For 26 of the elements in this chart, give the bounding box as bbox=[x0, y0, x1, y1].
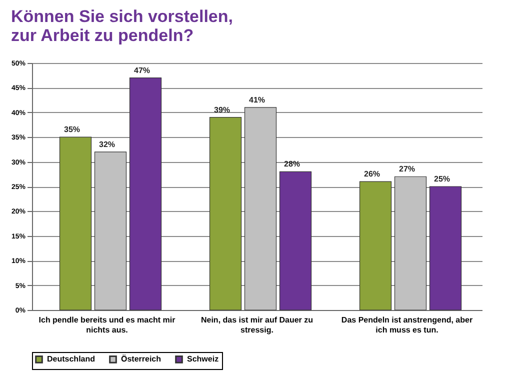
text: 28% bbox=[284, 160, 300, 169]
legend-label: Schweiz bbox=[187, 354, 219, 364]
bar bbox=[279, 171, 312, 310]
text: 25% bbox=[434, 174, 450, 184]
x-tick-label: Nein, das ist mir auf Dauer zu stressig. bbox=[200, 316, 314, 334]
bar bbox=[129, 78, 162, 310]
text: 35% bbox=[64, 125, 80, 134]
text: Können Sie sich vorstellen, bbox=[10, 7, 234, 26]
bar bbox=[94, 152, 127, 310]
bar bbox=[359, 181, 392, 310]
text: 27% bbox=[398, 164, 416, 174]
bar bbox=[209, 117, 242, 310]
text: 47% bbox=[134, 66, 150, 75]
text: 26% bbox=[364, 170, 380, 179]
text: 41% bbox=[248, 95, 266, 104]
text: zur Arbeit zu pendeln? bbox=[10, 26, 194, 45]
x-tick-label: Ich pendle bereits und es macht mir nichts aus. bbox=[38, 316, 176, 334]
bar bbox=[429, 186, 462, 310]
bar bbox=[59, 136, 92, 310]
legend-label: Österreich bbox=[121, 354, 162, 364]
bar bbox=[244, 107, 277, 310]
bar bbox=[394, 176, 427, 310]
x-tick-label: Das Pendeln ist anstrengend, aber ich muss es tun. bbox=[341, 316, 473, 334]
text: 32% bbox=[98, 140, 116, 149]
legend-label: Deutschland bbox=[47, 354, 96, 364]
text: 39% bbox=[214, 105, 230, 114]
